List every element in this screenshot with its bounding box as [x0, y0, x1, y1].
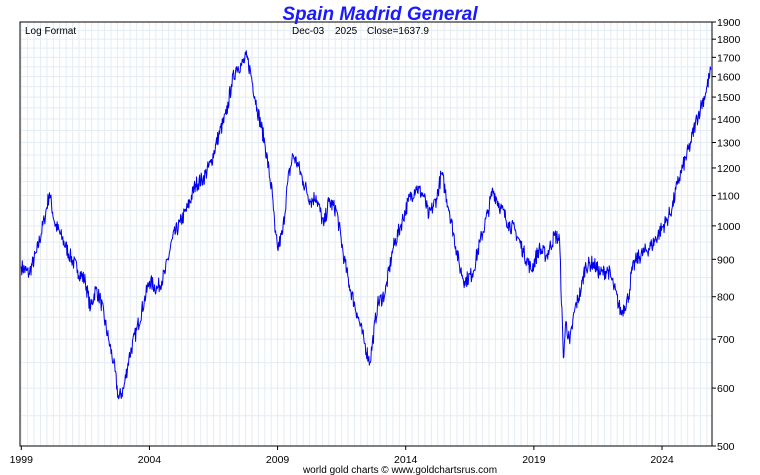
- y-tick-label: 500: [717, 441, 735, 453]
- series-line-madrid-general: [20, 50, 712, 400]
- x-tick-label: 2024: [650, 454, 674, 466]
- y-tick-label: 1300: [717, 138, 741, 150]
- x-tick-label: 2014: [394, 454, 418, 466]
- x-tick-label: 2004: [138, 454, 162, 466]
- y-tick-label: 900: [717, 254, 735, 266]
- y-tick-label: 1600: [717, 72, 741, 84]
- chart-gridlines: [20, 22, 712, 446]
- y-tick-label: 1200: [717, 163, 741, 175]
- last-year: 2025: [335, 26, 358, 37]
- chart-title: Spain Madrid General: [282, 4, 478, 25]
- y-tick-label: 1000: [717, 221, 741, 233]
- x-tick-label: 2009: [266, 454, 290, 466]
- y-tick-label: 1100: [717, 191, 740, 203]
- plot-area-frame: [19, 21, 713, 447]
- y-tick-label: 1900: [717, 17, 741, 29]
- scale-note: Log Format: [25, 26, 76, 37]
- y-tick-label: 1700: [717, 52, 741, 64]
- x-tick-label: 1999: [10, 454, 34, 466]
- y-tick-label: 1800: [717, 34, 741, 46]
- y-tick-label: 1500: [717, 92, 741, 104]
- y-tick-label: 800: [717, 292, 735, 304]
- y-tick-label: 600: [717, 383, 735, 395]
- last-date: Dec-03: [292, 26, 325, 37]
- close-value: Close=1637.9: [367, 26, 429, 37]
- footer-credit: world gold charts © www.goldchartsrus.co…: [302, 465, 497, 475]
- y-tick-label: 700: [717, 334, 735, 346]
- x-tick-label: 2019: [522, 454, 546, 466]
- y-tick-label: 1400: [717, 114, 741, 126]
- axis-ticks: 500 600 700 800 900 1000 1100 1200 1300 1400 1500 1…: [10, 17, 741, 466]
